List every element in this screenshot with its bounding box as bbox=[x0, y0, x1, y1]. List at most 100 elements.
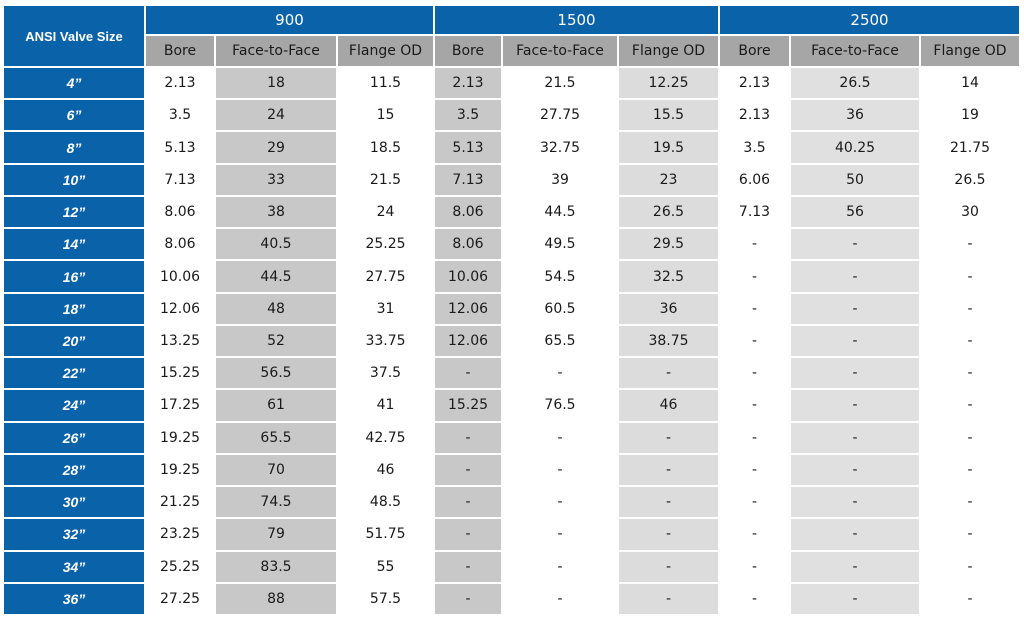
table-cell: 44.5 bbox=[215, 260, 337, 293]
table-cell: - bbox=[790, 453, 920, 487]
table-cell: 18.5 bbox=[337, 131, 434, 164]
table-cell: - bbox=[618, 550, 719, 583]
column-header: Flange OD bbox=[337, 35, 434, 67]
group-header: 1500 bbox=[434, 5, 719, 35]
table-cell: 32.75 bbox=[502, 131, 618, 164]
row-header: 12” bbox=[3, 195, 145, 229]
table-cell: 31 bbox=[337, 292, 434, 325]
table-cell: 5.13 bbox=[434, 131, 502, 164]
table-cell: 11.5 bbox=[337, 67, 434, 100]
table-cell: - bbox=[790, 421, 920, 454]
table-cell: - bbox=[920, 453, 1020, 487]
table-cell: 38 bbox=[215, 195, 337, 229]
table-cell: - bbox=[790, 324, 920, 358]
row-header: 10” bbox=[3, 163, 145, 196]
row-header: 14” bbox=[3, 228, 145, 261]
table-cell: - bbox=[719, 453, 790, 487]
table-cell: 25.25 bbox=[337, 228, 434, 261]
table-cell: - bbox=[618, 486, 719, 519]
table-cell: 21.5 bbox=[337, 163, 434, 196]
column-header: Face-to-Face bbox=[215, 35, 337, 67]
table-cell: 12.06 bbox=[434, 324, 502, 358]
table-cell: 29 bbox=[215, 131, 337, 164]
table-cell: - bbox=[920, 357, 1020, 390]
table-cell: 37.5 bbox=[337, 357, 434, 390]
table-cell: 19 bbox=[920, 99, 1020, 132]
table-cell: 29.5 bbox=[618, 228, 719, 261]
table-cell: 15.25 bbox=[145, 357, 215, 390]
table-cell: 19.25 bbox=[145, 453, 215, 487]
table-cell: 15.25 bbox=[434, 389, 502, 422]
table-cell: 15.5 bbox=[618, 99, 719, 132]
table-cell: 8.06 bbox=[434, 228, 502, 261]
table-cell: - bbox=[920, 260, 1020, 293]
table-cell: 7.13 bbox=[719, 195, 790, 229]
table-cell: 74.5 bbox=[215, 486, 337, 519]
table-cell: 61 bbox=[215, 389, 337, 422]
table-cell: 2.13 bbox=[434, 67, 502, 100]
table-cell: 8.06 bbox=[145, 228, 215, 261]
table-cell: 27.25 bbox=[145, 582, 215, 615]
table-cell: - bbox=[719, 582, 790, 615]
table-cell: 60.5 bbox=[502, 292, 618, 325]
table-cell: 40.5 bbox=[215, 228, 337, 261]
row-header: 6” bbox=[3, 99, 145, 132]
table-cell: 30 bbox=[920, 195, 1020, 229]
table-cell: 33 bbox=[215, 163, 337, 196]
table-cell: 25.25 bbox=[145, 550, 215, 583]
table-cell: 8.06 bbox=[145, 195, 215, 229]
table-cell: 55 bbox=[337, 550, 434, 583]
table-cell: - bbox=[790, 228, 920, 261]
column-header: Flange OD bbox=[618, 35, 719, 67]
row-header: 16” bbox=[3, 260, 145, 293]
table-cell: 39 bbox=[502, 163, 618, 196]
table-cell: 10.06 bbox=[145, 260, 215, 293]
table-cell: - bbox=[920, 486, 1020, 519]
table-cell: 23.25 bbox=[145, 518, 215, 551]
table-cell: 13.25 bbox=[145, 324, 215, 358]
table-cell: - bbox=[920, 324, 1020, 358]
table-cell: - bbox=[502, 486, 618, 519]
table-cell: - bbox=[719, 228, 790, 261]
table-cell: - bbox=[790, 292, 920, 325]
row-header: 30” bbox=[3, 486, 145, 519]
row-header: 24” bbox=[3, 389, 145, 422]
table-cell: 6.06 bbox=[719, 163, 790, 196]
table-cell: 7.13 bbox=[434, 163, 502, 196]
table-cell: - bbox=[790, 486, 920, 519]
table-cell: - bbox=[618, 582, 719, 615]
table-cell: - bbox=[719, 518, 790, 551]
column-header: Face-to-Face bbox=[790, 35, 920, 67]
table-cell: 36 bbox=[790, 99, 920, 132]
table-cell: - bbox=[790, 389, 920, 422]
table-cell: 8.06 bbox=[434, 195, 502, 229]
table-cell: - bbox=[920, 582, 1020, 615]
column-header: Flange OD bbox=[920, 35, 1020, 67]
table-cell: 24 bbox=[215, 99, 337, 132]
table-cell: 12.25 bbox=[618, 67, 719, 100]
row-header: 28” bbox=[3, 453, 145, 487]
table-cell: - bbox=[502, 357, 618, 390]
table-cell: - bbox=[790, 260, 920, 293]
column-header: Bore bbox=[145, 35, 215, 67]
table-cell: 40.25 bbox=[790, 131, 920, 164]
table-cell: 57.5 bbox=[337, 582, 434, 615]
group-header: 2500 bbox=[719, 5, 1020, 35]
table-cell: 21.75 bbox=[920, 131, 1020, 164]
table-cell: - bbox=[790, 550, 920, 583]
table-cell: - bbox=[618, 453, 719, 487]
table-cell: - bbox=[920, 518, 1020, 551]
table-cell: 49.5 bbox=[502, 228, 618, 261]
table-cell: 41 bbox=[337, 389, 434, 422]
table-cell: - bbox=[719, 357, 790, 390]
table-cell: 52 bbox=[215, 324, 337, 358]
table-cell: - bbox=[719, 260, 790, 293]
table-cell: - bbox=[434, 357, 502, 390]
table-cell: 27.75 bbox=[337, 260, 434, 293]
table-cell: 21.5 bbox=[502, 67, 618, 100]
table-cell: - bbox=[920, 550, 1020, 583]
table-cell: 56.5 bbox=[215, 357, 337, 390]
table-cell: 26.5 bbox=[790, 67, 920, 100]
row-header: 26” bbox=[3, 421, 145, 454]
table-cell: 51.75 bbox=[337, 518, 434, 551]
